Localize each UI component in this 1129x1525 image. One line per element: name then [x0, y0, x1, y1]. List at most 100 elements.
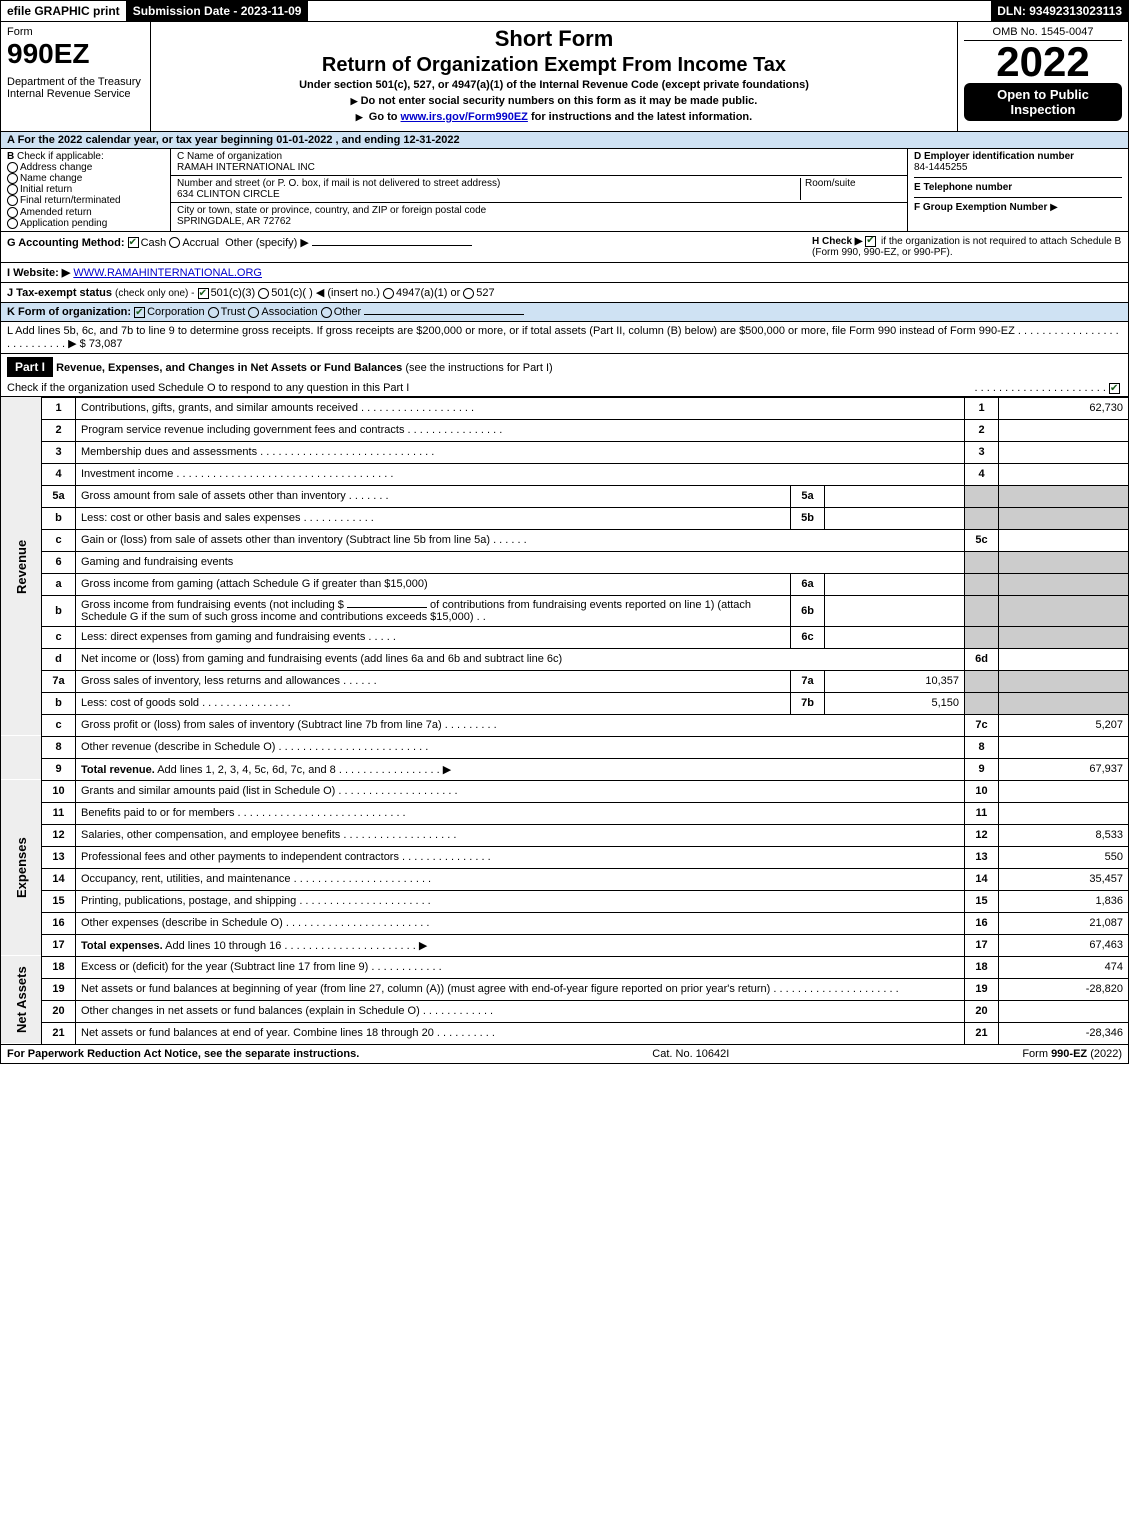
- b-label: B: [7, 151, 14, 162]
- netassets-vlabel: Net Assets: [1, 956, 42, 1044]
- line-8: 8 Other revenue (describe in Schedule O)…: [1, 736, 1129, 758]
- l18-rval: 474: [999, 956, 1129, 978]
- l8-desc: Other revenue (describe in Schedule O): [81, 741, 275, 753]
- l6b-blank[interactable]: [347, 607, 427, 608]
- form-header: Form 990EZ Department of the Treasury In…: [0, 22, 1129, 132]
- l20-desc: Other changes in net assets or fund bala…: [81, 1005, 420, 1017]
- k-other-line[interactable]: [364, 314, 524, 315]
- part1-check-text: Check if the organization used Schedule …: [7, 382, 409, 394]
- website-link[interactable]: WWW.RAMAHINTERNATIONAL.ORG: [73, 267, 262, 279]
- l10-rno: 10: [965, 780, 999, 802]
- line-6d: d Net income or (loss) from gaming and f…: [1, 648, 1129, 670]
- j-501c-radio[interactable]: [258, 288, 269, 299]
- l7c-no: c: [42, 714, 76, 736]
- l5a-mval: [825, 485, 965, 507]
- no-ssn-note: Do not enter social security numbers on …: [157, 95, 951, 107]
- l7a-desc: Gross sales of inventory, less returns a…: [81, 675, 340, 687]
- name-change-radio[interactable]: [7, 173, 18, 184]
- section-i: I Website: ▶ WWW.RAMAHINTERNATIONAL.ORG: [0, 263, 1129, 283]
- l9-rval: 67,937: [999, 758, 1129, 780]
- k-assoc-radio[interactable]: [248, 307, 259, 318]
- h-checkbox[interactable]: [865, 236, 876, 247]
- j-note: (check only one) -: [115, 288, 194, 299]
- l9-no: 9: [42, 758, 76, 780]
- d-ein-label: D Employer identification number: [914, 151, 1074, 162]
- k-trust-radio[interactable]: [208, 307, 219, 318]
- j-label: J Tax-exempt status: [7, 287, 112, 299]
- k-other-radio[interactable]: [321, 307, 332, 318]
- j-4947: 4947(a)(1) or: [396, 287, 460, 299]
- l12-rval: 8,533: [999, 824, 1129, 846]
- part1-label: Part I: [7, 357, 53, 377]
- footer-mid: Cat. No. 10642I: [359, 1048, 1022, 1060]
- irs-label: Internal Revenue Service: [7, 88, 144, 100]
- ein-value: 84-1445255: [914, 162, 967, 173]
- l5b-no: b: [42, 507, 76, 529]
- line-7b: b Less: cost of goods sold . . . . . . .…: [1, 692, 1129, 714]
- j-4947-radio[interactable]: [383, 288, 394, 299]
- section-a: A For the 2022 calendar year, or tax yea…: [0, 132, 1129, 149]
- line-17: 17 Total expenses. Add lines 10 through …: [1, 934, 1129, 956]
- accrual-radio[interactable]: [169, 237, 180, 248]
- cash-checkbox[interactable]: [128, 237, 139, 248]
- l6a-mval: [825, 573, 965, 595]
- l4-desc: Investment income: [81, 468, 173, 480]
- l12-desc: Salaries, other compensation, and employ…: [81, 829, 340, 841]
- l13-no: 13: [42, 846, 76, 868]
- initial-return-radio[interactable]: [7, 184, 18, 195]
- line-16: 16 Other expenses (describe in Schedule …: [1, 912, 1129, 934]
- g-other: Other (specify): [225, 237, 297, 249]
- addr-change-radio[interactable]: [7, 162, 18, 173]
- line-19: 19 Net assets or fund balances at beginn…: [1, 978, 1129, 1000]
- line-12: 12 Salaries, other compensation, and emp…: [1, 824, 1129, 846]
- k-corp-checkbox[interactable]: [134, 307, 145, 318]
- l13-desc: Professional fees and other payments to …: [81, 851, 399, 863]
- final-return-radio[interactable]: [7, 195, 18, 206]
- l8-rval: [999, 736, 1129, 758]
- g-other-line[interactable]: [312, 245, 472, 246]
- l6c-mno: 6c: [791, 626, 825, 648]
- l14-desc: Occupancy, rent, utilities, and maintena…: [81, 873, 291, 885]
- l6b-mno: 6b: [791, 595, 825, 626]
- l6b-no: b: [42, 595, 76, 626]
- open-public-badge: Open to Public Inspection: [964, 83, 1122, 121]
- f-group-label: F Group Exemption Number: [914, 202, 1047, 213]
- l7b-mval: 5,150: [825, 692, 965, 714]
- line-20: 20 Other changes in net assets or fund b…: [1, 1000, 1129, 1022]
- short-form-title: Short Form: [157, 26, 951, 52]
- l5b-desc: Less: cost or other basis and sales expe…: [81, 512, 301, 524]
- l1-desc: Contributions, gifts, grants, and simila…: [81, 402, 358, 414]
- h-label: H Check ▶: [812, 236, 862, 247]
- k-other: Other: [334, 306, 362, 318]
- form-word: Form: [7, 26, 144, 38]
- j-527-radio[interactable]: [463, 288, 474, 299]
- app-pending-radio[interactable]: [7, 218, 18, 229]
- line-6c: c Less: direct expenses from gaming and …: [1, 626, 1129, 648]
- j-501c3-checkbox[interactable]: [198, 288, 209, 299]
- l19-no: 19: [42, 978, 76, 1000]
- k-label: K Form of organization:: [7, 306, 131, 318]
- l18-desc: Excess or (deficit) for the year (Subtra…: [81, 961, 368, 973]
- l8-rno: 8: [965, 736, 999, 758]
- part1-schedo-checkbox[interactable]: [1109, 383, 1120, 394]
- amended-return-radio[interactable]: [7, 207, 18, 218]
- return-title: Return of Organization Exempt From Incom…: [157, 54, 951, 77]
- l3-rval: [999, 441, 1129, 463]
- l2-rno: 2: [965, 419, 999, 441]
- section-k: K Form of organization: Corporation Trus…: [0, 303, 1129, 322]
- bcd-row: B Check if applicable: Address change Na…: [0, 149, 1129, 232]
- line-5c: c Gain or (loss) from sale of assets oth…: [1, 529, 1129, 551]
- room-label: Room/suite: [805, 178, 856, 189]
- l9-rno: 9: [965, 758, 999, 780]
- l20-no: 20: [42, 1000, 76, 1022]
- b-item-4: Amended return: [20, 207, 92, 218]
- l10-rval: [999, 780, 1129, 802]
- section-gh: G Accounting Method: Cash Accrual Other …: [0, 232, 1129, 263]
- goto-link[interactable]: www.irs.gov/Form990EZ: [401, 111, 528, 123]
- l16-no: 16: [42, 912, 76, 934]
- l6d-rval: [999, 648, 1129, 670]
- l6a-mno: 6a: [791, 573, 825, 595]
- dln: DLN: 93492313023113: [991, 1, 1128, 21]
- l7b-no: b: [42, 692, 76, 714]
- line-1: Revenue 1 Contributions, gifts, grants, …: [1, 397, 1129, 419]
